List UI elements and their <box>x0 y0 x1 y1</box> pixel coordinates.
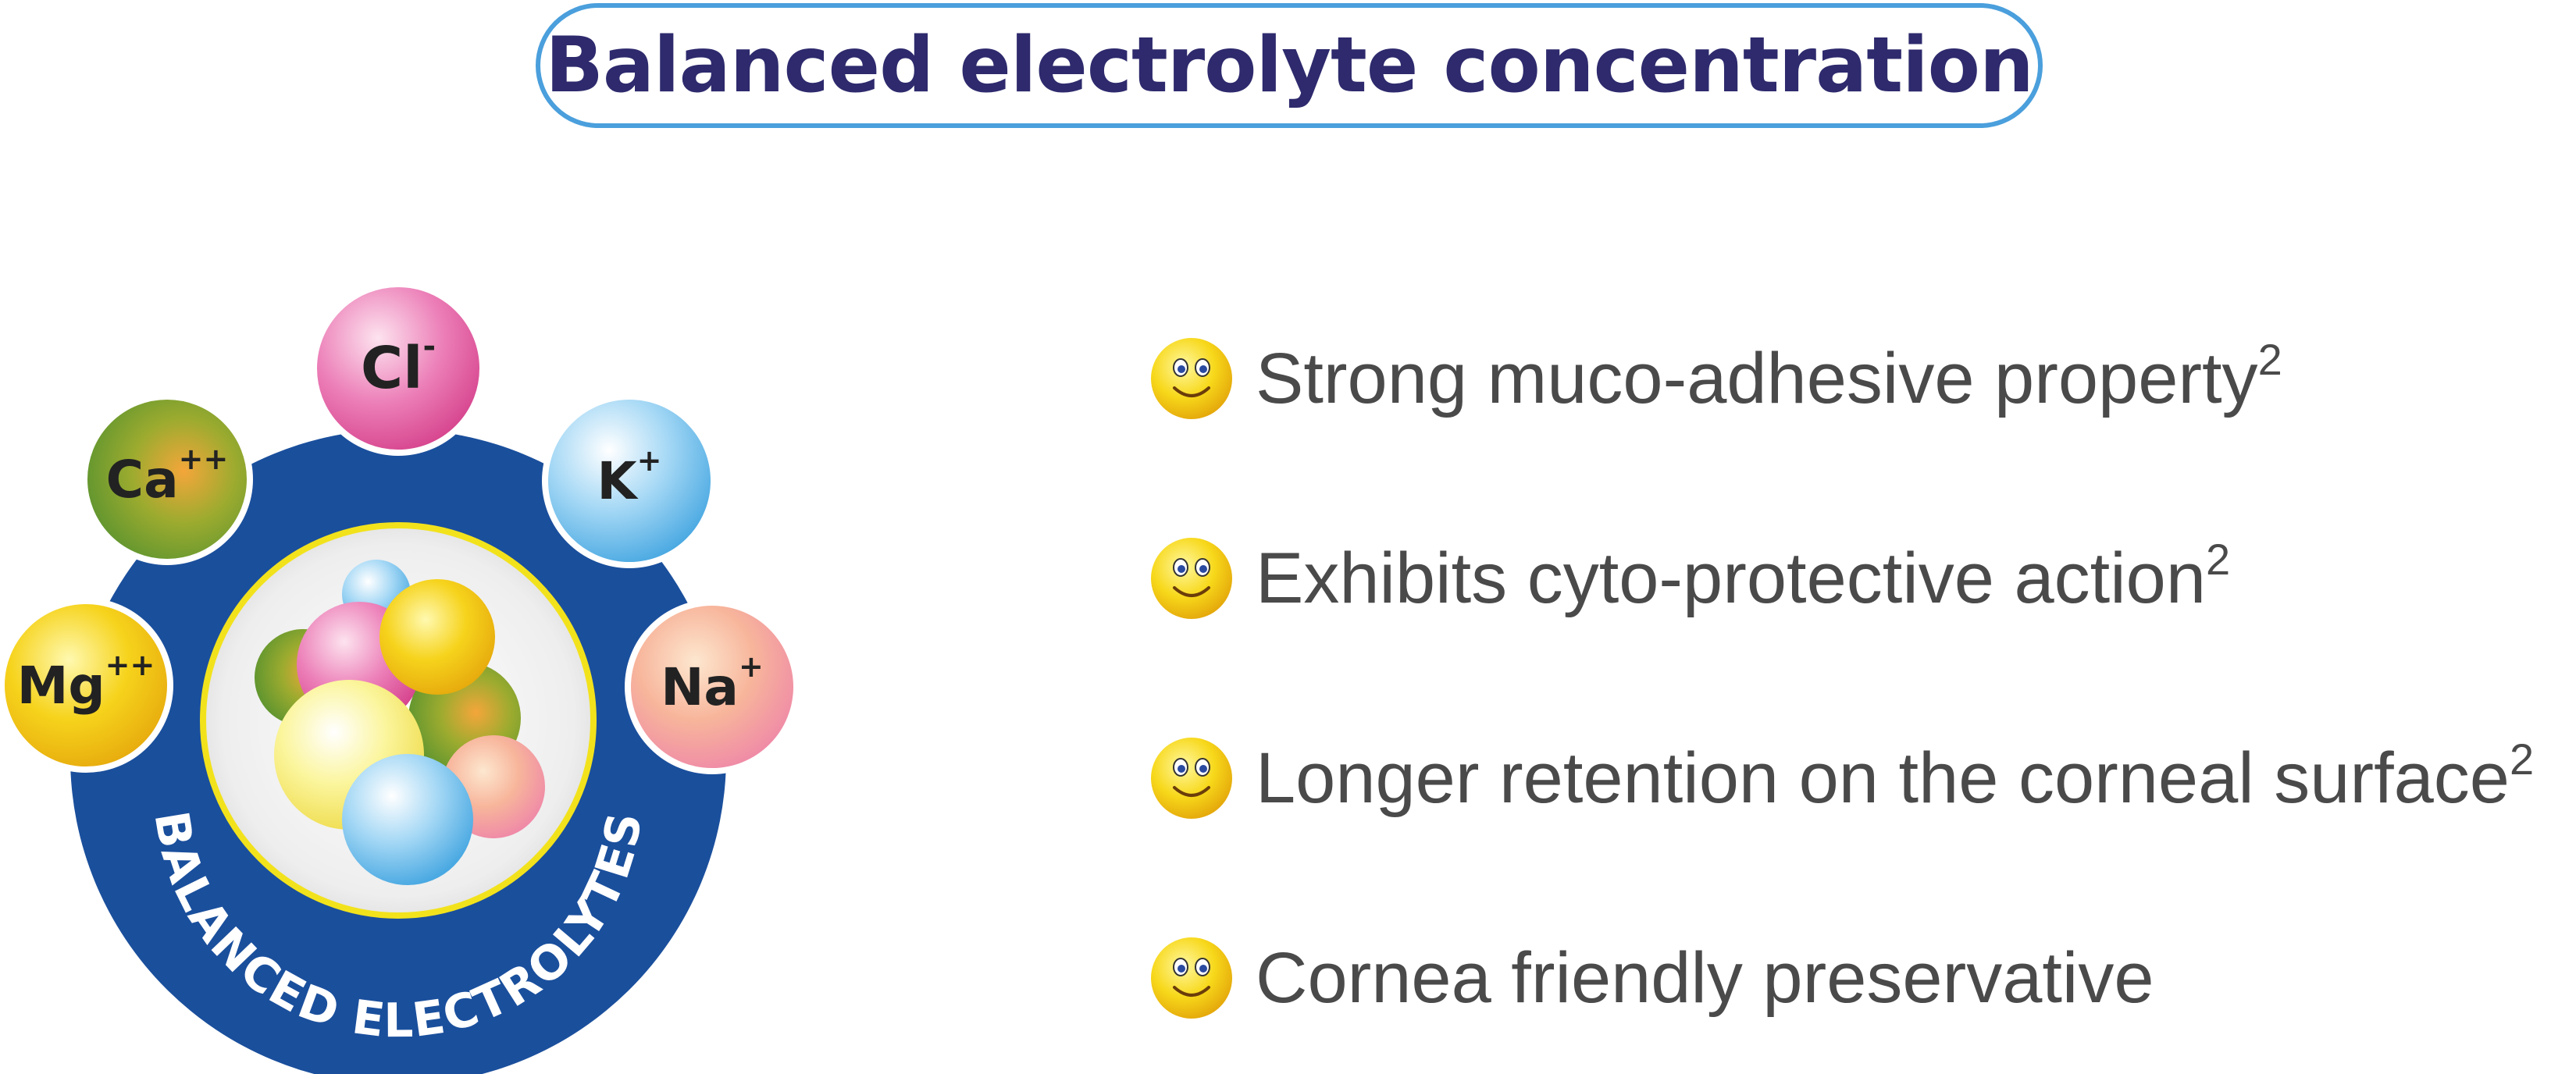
svg-text:Mg++: Mg++ <box>17 648 155 716</box>
molecule-yellow <box>379 579 495 695</box>
ion-symbol: Na <box>661 657 739 717</box>
ion-charge: + <box>739 649 764 684</box>
ion-symbol: Ca <box>106 450 179 510</box>
ion-charge: ++ <box>105 648 155 682</box>
svg-text:Na+: Na+ <box>661 649 764 717</box>
benefit-item: Longer retention on the corneal surface2 <box>1148 727 2576 829</box>
svg-text:Cl-: Cl- <box>361 329 436 402</box>
ion-na: Na+ <box>625 599 800 774</box>
svg-text:Ca++: Ca++ <box>106 442 229 510</box>
ion-symbol: Cl <box>361 335 423 402</box>
benefit-item: Exhibits cyto-protective action2 <box>1148 528 2576 629</box>
ion-symbol: Mg <box>17 656 105 716</box>
page-title: Balanced electrolyte concentration <box>536 3 2043 128</box>
molecule-blue-large <box>342 754 473 885</box>
ion-k: K+ <box>542 393 717 568</box>
ion-charge: - <box>423 329 436 365</box>
svg-text:K+: K+ <box>597 443 662 511</box>
smiley-icon <box>1151 538 1232 619</box>
molecule-cluster <box>255 560 545 885</box>
benefit-text: Longer retention on the corneal surface2 <box>1256 734 2535 818</box>
benefit-text: Cornea friendly preservative <box>1256 937 2154 1018</box>
reference-marker: 2 <box>2509 734 2535 784</box>
benefit-text: Strong muco-adhesive property2 <box>1256 334 2282 418</box>
balanced-electrolytes-emblem: BALANCED ELECTROLYTES Mg++ Ca++ Cl- K+ N… <box>0 281 800 1074</box>
ion-charge: ++ <box>179 442 229 476</box>
reference-marker: 2 <box>2257 334 2282 384</box>
ion-ca: Ca++ <box>81 393 253 565</box>
smiley-icon <box>1151 738 1232 819</box>
reference-marker: 2 <box>2205 534 2231 584</box>
ion-symbol: K <box>597 451 640 511</box>
benefit-text: Exhibits cyto-protective action2 <box>1256 534 2231 618</box>
benefit-item: Cornea friendly preservative <box>1148 927 2576 1029</box>
smiley-icon <box>1151 937 1232 1019</box>
ion-cl: Cl- <box>311 281 486 456</box>
ion-mg: Mg++ <box>0 598 173 773</box>
ion-charge: + <box>637 443 662 478</box>
smiley-icon <box>1151 338 1232 419</box>
benefit-item: Strong muco-adhesive property2 <box>1148 328 2576 429</box>
